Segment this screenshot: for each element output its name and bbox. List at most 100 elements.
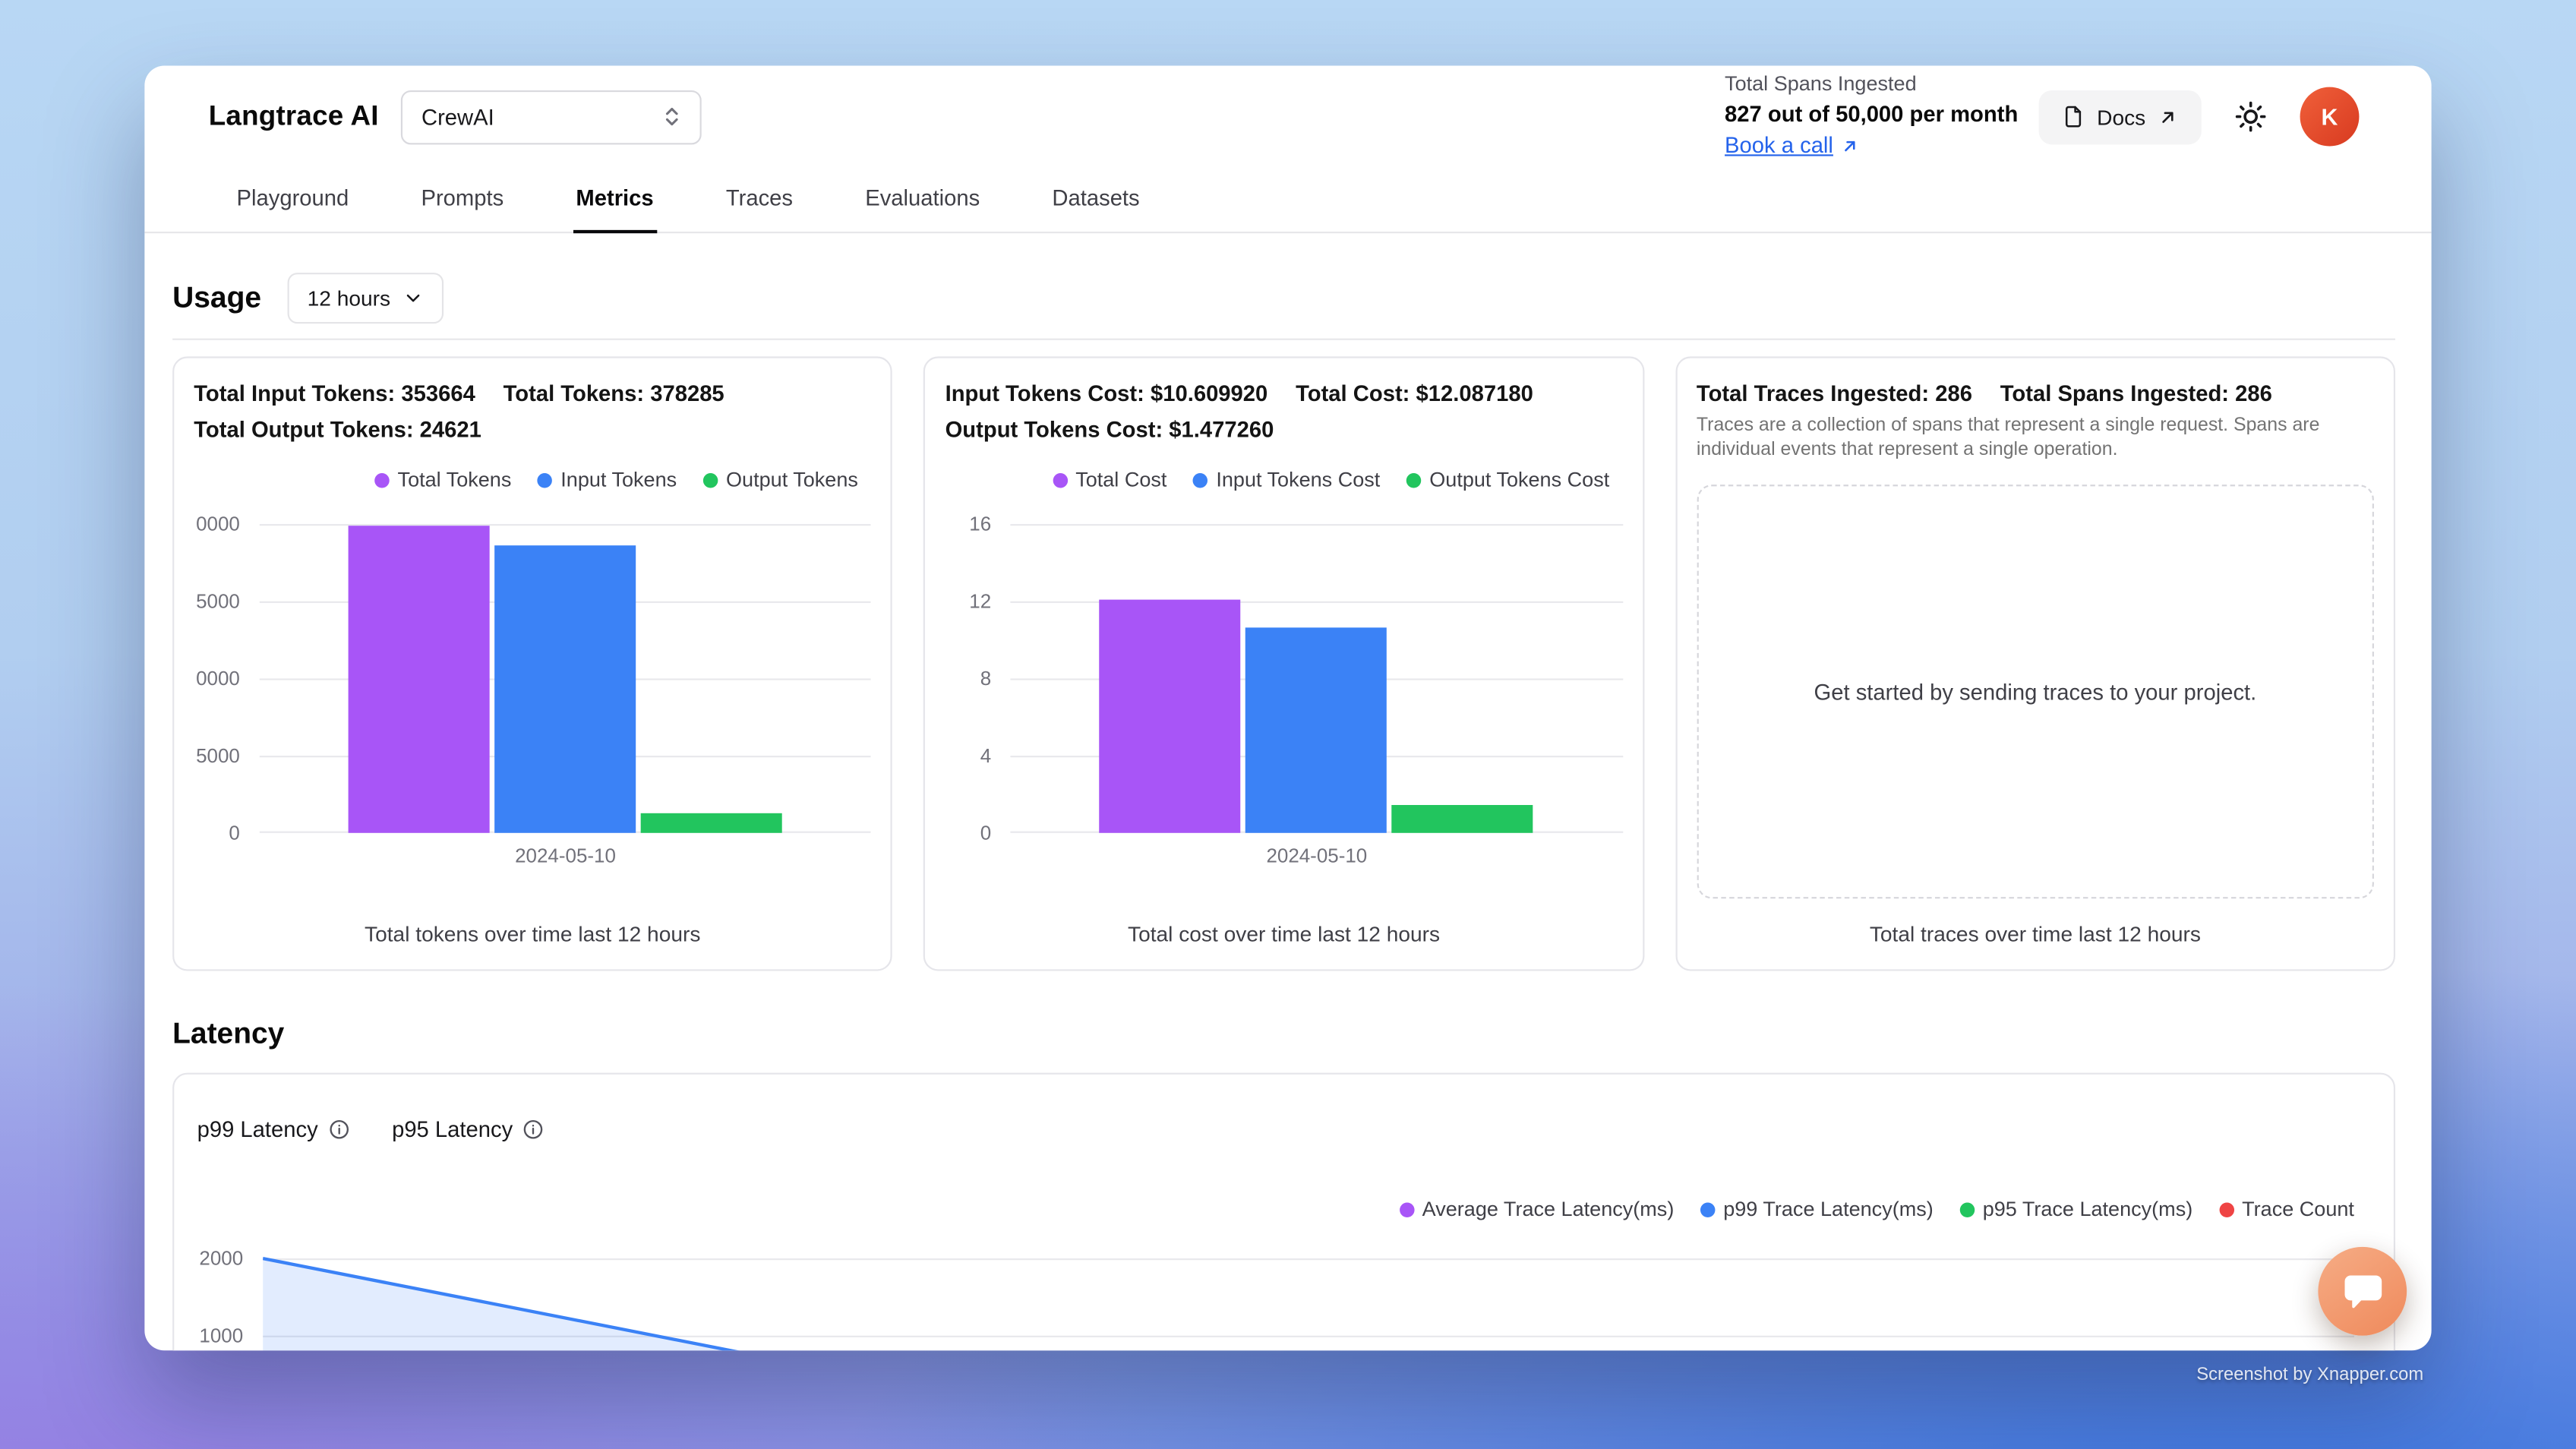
main-content: Usage 12 hours Total Input Tokens: 35366… bbox=[144, 273, 2431, 1351]
y-axis: 2000 1000 bbox=[197, 1234, 264, 1351]
main-nav: Playground Prompts Metrics Traces Evalua… bbox=[144, 168, 2432, 234]
y-axis-tick-label: 8 bbox=[980, 667, 992, 690]
latency-area-series bbox=[263, 1256, 739, 1351]
bar-group bbox=[1011, 599, 1622, 833]
legend-label: Total Tokens bbox=[397, 468, 512, 491]
traces-card: Total Traces Ingested: 286 Total Spans I… bbox=[1675, 356, 2396, 971]
legend-item: Output Tokens bbox=[702, 469, 858, 491]
legend-label: Trace Count bbox=[2242, 1198, 2354, 1221]
p99-latency-label: p99 Latency bbox=[197, 1117, 318, 1142]
avatar[interactable]: K bbox=[2300, 87, 2360, 147]
legend-dot-icon bbox=[374, 472, 390, 488]
bar-total-tokens bbox=[348, 526, 490, 833]
gridline bbox=[263, 1258, 2354, 1261]
chat-widget-button[interactable] bbox=[2318, 1246, 2407, 1336]
watermark: Screenshot by Xnapper.com bbox=[2196, 1365, 2424, 1385]
legend-dot-icon bbox=[1193, 472, 1208, 488]
arrow-up-right-icon bbox=[2157, 106, 2178, 128]
info-icon bbox=[522, 1119, 544, 1140]
plot-area bbox=[259, 524, 872, 833]
chart-caption: Total cost over time last 12 hours bbox=[1128, 921, 1441, 947]
project-selector[interactable]: CrewAI bbox=[399, 89, 701, 144]
brand-logo: Langtrace AI bbox=[208, 99, 379, 132]
bar-group bbox=[260, 526, 871, 833]
gridline bbox=[1011, 524, 1623, 526]
traces-empty-state: Get started by sending traces to your pr… bbox=[1696, 485, 2374, 899]
y-axis-tick-label: 2000 bbox=[199, 1246, 244, 1271]
stat-output-tokens-cost: Output Tokens Cost: $1.477260 bbox=[945, 417, 1274, 442]
chat-bubble-icon bbox=[2341, 1269, 2385, 1313]
legend-label: Input Tokens bbox=[560, 468, 677, 491]
p99-latency-toggle[interactable]: p99 Latency bbox=[197, 1117, 349, 1141]
bar-input-tokens bbox=[494, 545, 636, 833]
bar-input-tokens-cost bbox=[1245, 627, 1387, 833]
tokens-stats-row-1: Total Input Tokens: 353664 Total Tokens:… bbox=[194, 381, 871, 406]
tab-evaluations[interactable]: Evaluations bbox=[862, 168, 983, 234]
usage-heading: Usage bbox=[172, 280, 262, 314]
book-a-call-link[interactable]: Book a call bbox=[1725, 133, 2018, 161]
traces-empty-state-text: Get started by sending traces to your pr… bbox=[1814, 679, 2257, 705]
tab-prompts[interactable]: Prompts bbox=[418, 168, 507, 234]
tab-playground[interactable]: Playground bbox=[233, 168, 352, 234]
stat-total-traces-ingested: Total Traces Ingested: 286 bbox=[1696, 380, 1972, 406]
top-bar-right: Total Spans Ingested 827 out of 50,000 p… bbox=[1725, 72, 2360, 161]
arrow-up-right-icon bbox=[1840, 137, 1860, 156]
legend-item: Input Tokens Cost bbox=[1193, 469, 1380, 491]
y-axis: 0 4 8 12 16 bbox=[945, 513, 1012, 844]
legend-dot-icon bbox=[1700, 1201, 1716, 1217]
latency-chart-legend: Average Trace Latency(ms) p99 Trace Laten… bbox=[197, 1198, 2354, 1220]
legend-label: p95 Trace Latency(ms) bbox=[1982, 1198, 2193, 1221]
legend-item: Input Tokens bbox=[537, 468, 677, 491]
latency-toggles: p99 Latency p95 Latency bbox=[197, 1117, 2371, 1141]
legend-dot-icon bbox=[702, 472, 718, 488]
docs-button[interactable]: Docs bbox=[2039, 89, 2202, 144]
bar-output-tokens-cost bbox=[1392, 805, 1534, 833]
y-axis-tick-label: 16 bbox=[969, 512, 992, 536]
y-axis-tick-label: 12 bbox=[969, 589, 992, 613]
avatar-initial: K bbox=[2321, 103, 2338, 130]
y-axis-tick-label: 0000 bbox=[196, 667, 240, 690]
document-icon bbox=[2063, 105, 2085, 128]
time-range-selector[interactable]: 12 hours bbox=[287, 273, 444, 324]
tokens-card: Total Input Tokens: 353664 Total Tokens:… bbox=[172, 356, 893, 971]
chevron-up-down-icon bbox=[660, 105, 683, 128]
y-axis-tick-label: 0000 bbox=[196, 512, 240, 536]
legend-label: Input Tokens Cost bbox=[1216, 468, 1381, 491]
tab-metrics[interactable]: Metrics bbox=[573, 168, 658, 234]
y-axis-tick-label: 0 bbox=[980, 821, 992, 844]
legend-dot-icon bbox=[537, 472, 553, 488]
chart-caption: Total tokens over time last 12 hours bbox=[365, 921, 701, 947]
legend-label: Output Tokens Cost bbox=[1429, 468, 1610, 491]
tokens-bar-chart: 0 5000 0000 5000 0000 bbox=[194, 513, 872, 844]
stat-total-output-tokens: Total Output Tokens: 24621 bbox=[194, 417, 481, 442]
cost-bar-chart: 0 4 8 12 16 bbox=[945, 513, 1623, 844]
tab-datasets[interactable]: Datasets bbox=[1049, 168, 1143, 234]
p95-latency-toggle[interactable]: p95 Latency bbox=[392, 1117, 544, 1141]
bar-output-tokens bbox=[641, 813, 783, 833]
stat-total-spans-ingested: Total Spans Ingested: 286 bbox=[2000, 380, 2272, 406]
tokens-chart-legend: Total Tokens Input Tokens Output Tokens bbox=[194, 469, 858, 491]
y-axis-tick-label: 5000 bbox=[196, 743, 240, 768]
legend-item: Trace Count bbox=[2218, 1198, 2354, 1221]
theme-toggle-button[interactable] bbox=[2223, 89, 2279, 145]
tab-traces[interactable]: Traces bbox=[723, 168, 797, 234]
sun-icon bbox=[2234, 100, 2267, 133]
y-axis-tick-label: 0 bbox=[229, 821, 240, 844]
legend-label: p99 Trace Latency(ms) bbox=[1723, 1198, 1934, 1221]
legend-label: Total Cost bbox=[1075, 468, 1167, 491]
stat-total-tokens: Total Tokens: 378285 bbox=[503, 380, 724, 406]
legend-dot-icon bbox=[1406, 472, 1422, 488]
section-divider bbox=[172, 338, 2396, 340]
y-axis-tick-label: 4 bbox=[980, 743, 992, 768]
docs-button-label: Docs bbox=[2097, 104, 2146, 129]
spans-quota-label: Total Spans Ingested bbox=[1725, 72, 1917, 96]
y-axis-tick-label: 5000 bbox=[196, 589, 240, 613]
legend-item: Output Tokens Cost bbox=[1406, 469, 1609, 491]
legend-dot-icon bbox=[1399, 1201, 1414, 1217]
y-axis-tick-label: 1000 bbox=[199, 1324, 244, 1347]
legend-item: p99 Trace Latency(ms) bbox=[1700, 1198, 1934, 1220]
bar-total-cost bbox=[1100, 599, 1242, 833]
spans-quota-value: 827 out of 50,000 per month bbox=[1725, 101, 2019, 127]
app-window: Langtrace AI CrewAI Total Spans Ingested… bbox=[144, 65, 2432, 1351]
